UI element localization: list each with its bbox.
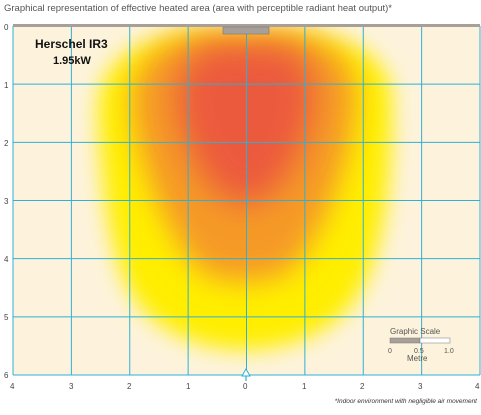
heat-zone-core (176, 45, 314, 204)
y-tick-label: 2 (4, 139, 9, 148)
heater-power: 1.95kW (53, 55, 92, 67)
x-tick-label: 4 (10, 382, 15, 391)
y-axis: 0 1 2 3 4 5 6 (4, 23, 9, 380)
x-axis: 4 3 2 1 0 1 2 3 4 (10, 382, 480, 391)
y-tick-label: 3 (4, 197, 9, 206)
scale-unit: Metre (407, 354, 428, 363)
heater-model: Herschel IR3 (35, 37, 108, 51)
y-tick-label: 5 (4, 313, 9, 322)
scale-tick: 0 (388, 348, 392, 355)
graphic-scale: Graphic Scale 0 0.5 1.0 Metre (388, 327, 454, 363)
x-tick-label: 0 (243, 382, 248, 391)
x-tick-label: 2 (127, 382, 132, 391)
y-tick-label: 4 (4, 255, 9, 264)
y-tick-label: 1 (4, 81, 9, 90)
ceiling-line (13, 24, 480, 27)
x-tick-label: 1 (302, 382, 307, 391)
chart-title: Graphical representation of effective he… (4, 3, 392, 14)
x-tick-label: 4 (475, 382, 480, 391)
heater-unit (222, 26, 270, 35)
y-tick-label: 0 (4, 23, 9, 32)
x-tick-label: 3 (418, 382, 423, 391)
scale-bar-light (419, 337, 451, 344)
footnote: *Indoor environment with negligible air … (334, 398, 477, 405)
heat-zones (98, 30, 392, 350)
y-tick-label: 6 (4, 371, 9, 380)
x-tick-label: 3 (69, 382, 74, 391)
x-tick-label: 1 (186, 382, 191, 391)
scale-bar-dark (389, 337, 421, 344)
scale-tick: 0.5 (414, 348, 424, 355)
scale-title: Graphic Scale (390, 327, 441, 336)
scale-tick: 1.0 (444, 348, 454, 355)
x-tick-label: 2 (360, 382, 365, 391)
